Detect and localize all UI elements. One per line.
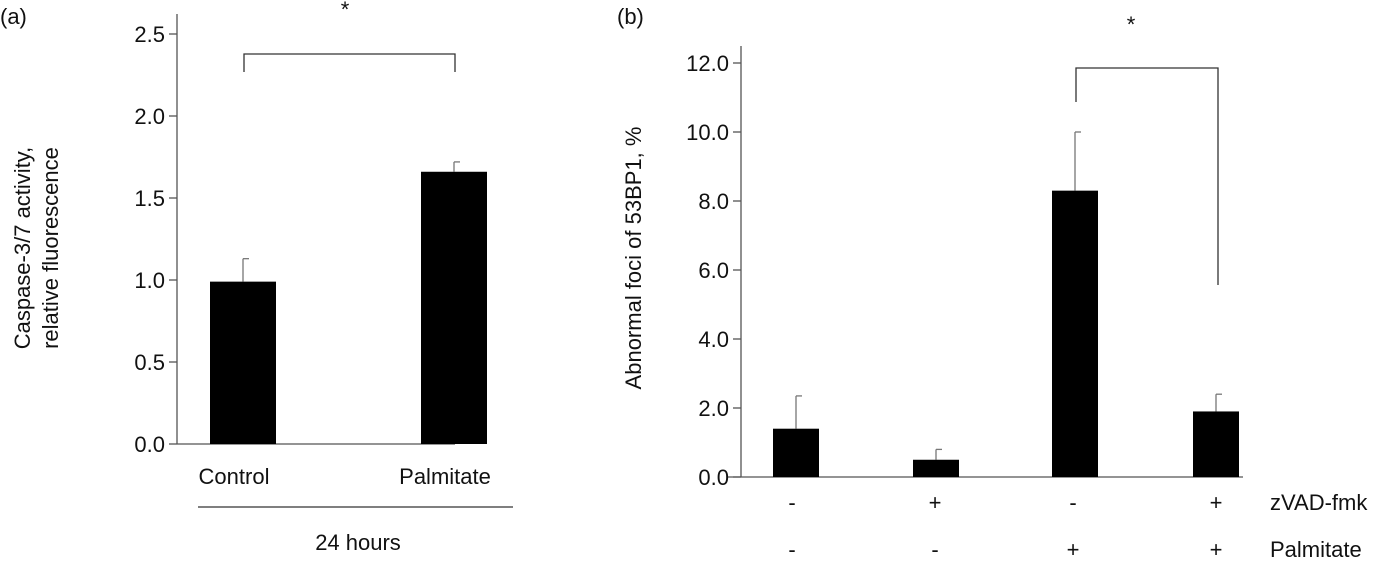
panel-b-annotations: * zVAD-fmk Palmitate - + - + - - + + <box>788 12 1368 562</box>
panel-b-condition-sign: - <box>931 537 938 562</box>
panel-a-y-tick-label: 0.0 <box>134 432 165 457</box>
panel-b-y-axis-title: Abnormal foci of 53BP1, % <box>621 127 646 390</box>
panel-b-y-tick-label: 12.0 <box>686 51 729 76</box>
panel-b-y-tick-label: 2.0 <box>698 396 729 421</box>
panel-a-y-title-line-2: relative fluorescence <box>38 147 63 349</box>
panel-b-y-tick-label: 4.0 <box>698 327 729 352</box>
panel-a-y-tick-label: 0.5 <box>134 350 165 375</box>
panel-a-y-tick-label: 1.0 <box>134 268 165 293</box>
panel-b-bar <box>1052 190 1098 477</box>
panel-a-y-title-line-1: Caspase-3/7 activity, <box>10 147 35 350</box>
panel-a-y-tick-label: 1.5 <box>134 186 165 211</box>
panel-b-y-tick-label: 0.0 <box>698 465 729 490</box>
panel-a-significance-bracket <box>243 53 456 72</box>
panel-b-condition-sign: + <box>1210 490 1223 515</box>
panel-a-group-label: 24 hours <box>315 530 401 555</box>
panel-b-label: (b) <box>617 4 644 29</box>
panel-b-bars <box>773 131 1239 477</box>
panel-b-y-tick-label: 10.0 <box>686 120 729 145</box>
panel-b-condition-sign: - <box>1069 490 1076 515</box>
panel-a: (a) Caspase-3/7 activity, relative fluor… <box>0 0 513 555</box>
panel-a-y-tick-label: 2.5 <box>134 22 165 47</box>
panel-a-category-label: Palmitate <box>399 464 491 489</box>
panel-a-axes: 0.0 0.5 1.0 1.5 2.0 2.5 <box>134 14 455 457</box>
panel-b-condition-sign: + <box>1210 537 1223 562</box>
panel-a-annotations: * 24 hours <box>198 0 513 555</box>
panel-b-condition-sign: + <box>929 490 942 515</box>
panel-a-bars: Control Palmitate <box>199 161 491 489</box>
panel-a-significance-star: * <box>341 0 350 22</box>
panel-b-bar <box>773 428 819 477</box>
panel-a-category-label: Control <box>199 464 270 489</box>
panel-b: (b) Abnormal foci of 53BP1, % 0.0 2.0 4.0 6… <box>617 4 1368 562</box>
panel-b-condition-1-name: zVAD-fmk <box>1270 490 1368 515</box>
panel-b-bar <box>1193 411 1239 477</box>
panel-b-significance-bracket <box>1075 67 1219 285</box>
panel-b-condition-sign: - <box>788 537 795 562</box>
panel-b-condition-2-name: Palmitate <box>1270 537 1362 562</box>
panel-a-label: (a) <box>0 4 27 29</box>
panel-a-y-axis-title: Caspase-3/7 activity, relative fluoresce… <box>10 147 63 350</box>
panel-a-bar <box>210 281 276 444</box>
panel-b-condition-sign: + <box>1067 537 1080 562</box>
panel-a-y-tick-label: 2.0 <box>134 104 165 129</box>
panel-b-axes: 0.0 2.0 4.0 6.0 8.0 10.0 12.0 <box>686 46 1243 490</box>
panel-a-bar <box>421 171 487 444</box>
panel-b-y-tick-label: 8.0 <box>698 189 729 214</box>
panel-b-condition-sign: - <box>788 490 795 515</box>
panel-b-y-tick-label: 6.0 <box>698 258 729 283</box>
panel-b-bar <box>913 459 959 477</box>
panel-b-significance-star: * <box>1127 12 1136 37</box>
